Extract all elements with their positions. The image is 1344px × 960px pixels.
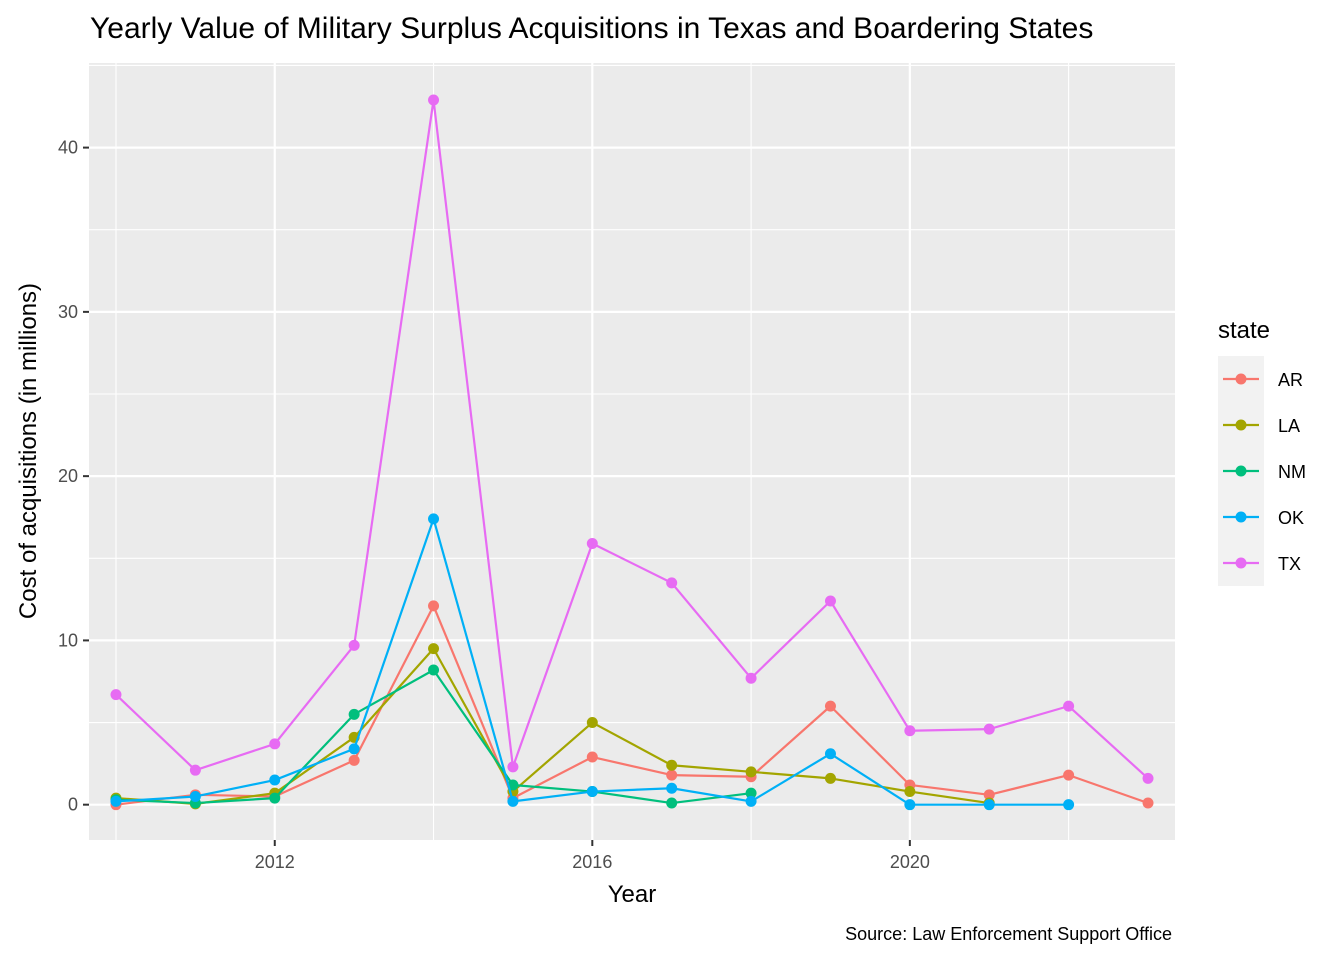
- legend-item-tx: TX: [1218, 540, 1301, 586]
- data-point-ok: [507, 795, 519, 807]
- legend-label-ok: OK: [1278, 508, 1304, 528]
- y-tick-label: 20: [58, 466, 78, 486]
- y-tick-label: 30: [58, 302, 78, 322]
- y-tick-label: 10: [58, 630, 78, 650]
- series-line-ar: [115, 604, 1149, 806]
- data-point-tx: [110, 689, 122, 701]
- data-point-la: [824, 772, 836, 784]
- y-axis-title: Cost of acquisitions (in millions): [15, 283, 42, 619]
- legend-item-nm: NM: [1218, 448, 1306, 494]
- legend-item-ar: AR: [1218, 356, 1303, 402]
- data-point-tx: [428, 94, 440, 106]
- data-point-nm: [666, 797, 678, 809]
- data-point-ar: [1063, 769, 1075, 781]
- x-tick-label: 2016: [572, 852, 612, 872]
- data-point-tx: [1063, 700, 1075, 712]
- data-point-ar: [348, 754, 360, 766]
- data-point-tx: [189, 764, 201, 776]
- data-point-nm: [428, 664, 440, 676]
- data-point-tx: [983, 723, 995, 735]
- legend-key-point: [1235, 465, 1247, 477]
- data-point-ar: [666, 769, 678, 781]
- data-point-ok: [428, 513, 440, 525]
- legend-item-la: LA: [1218, 402, 1300, 448]
- y-axis: 0 10 20 30 40: [58, 138, 89, 815]
- data-point-ar: [1142, 797, 1154, 809]
- chart-caption: Source: Law Enforcement Support Office: [845, 924, 1172, 944]
- data-point-tx: [745, 672, 757, 684]
- legend-key-point: [1235, 419, 1247, 431]
- data-point-ok: [348, 743, 360, 755]
- data-point-la: [586, 717, 598, 729]
- data-point-ar: [824, 700, 836, 712]
- data-point-tx: [586, 537, 598, 549]
- legend-key-point: [1235, 511, 1247, 523]
- legend-key-point: [1235, 557, 1247, 569]
- series-tx: [110, 94, 1154, 784]
- series-line-tx: [115, 98, 1149, 780]
- data-point-ok: [904, 799, 916, 811]
- x-axis: 2012 2016 2020: [255, 840, 930, 872]
- series-line-la: [115, 647, 990, 805]
- data-point-tx: [348, 639, 360, 651]
- data-point-la: [666, 759, 678, 771]
- legend: state AR LA NM OK TX: [1218, 317, 1306, 586]
- data-point-nm: [269, 792, 281, 804]
- x-tick-label: 2012: [255, 852, 295, 872]
- legend-key-point: [1235, 373, 1247, 385]
- data-point-tx: [507, 761, 519, 773]
- data-point-tx: [666, 577, 678, 589]
- data-point-la: [904, 786, 916, 798]
- data-point-nm: [745, 787, 757, 799]
- data-point-ok: [269, 774, 281, 786]
- grid-minor: [89, 63, 1175, 840]
- data-point-ok: [189, 790, 201, 802]
- data-point-la: [428, 643, 440, 655]
- data-point-tx: [904, 725, 916, 737]
- legend-label-ar: AR: [1278, 370, 1303, 390]
- series-layer: [110, 94, 1154, 811]
- data-point-ok: [824, 748, 836, 760]
- data-point-ok: [745, 795, 757, 807]
- data-point-la: [745, 766, 757, 778]
- data-point-nm: [348, 708, 360, 720]
- data-point-tx: [269, 738, 281, 750]
- legend-item-ok: OK: [1218, 494, 1304, 540]
- data-point-ok: [666, 782, 678, 794]
- x-tick-label: 2020: [890, 852, 930, 872]
- data-point-ok: [1063, 799, 1075, 811]
- data-point-ok: [983, 799, 995, 811]
- data-point-ar: [586, 751, 598, 763]
- data-point-ar: [983, 789, 995, 801]
- x-axis-title: Year: [608, 881, 657, 908]
- data-point-ok: [110, 795, 122, 807]
- chart-title: Yearly Value of Military Surplus Acquisi…: [90, 12, 1093, 45]
- plot-panel: [89, 63, 1175, 840]
- data-point-tx: [824, 595, 836, 607]
- legend-label-tx: TX: [1278, 554, 1301, 574]
- series-ok: [110, 513, 1075, 811]
- y-tick-label: 0: [68, 795, 78, 815]
- legend-title: state: [1218, 317, 1270, 344]
- data-point-ar: [428, 600, 440, 612]
- data-point-tx: [1142, 772, 1154, 784]
- data-point-ok: [586, 786, 598, 798]
- y-tick-label: 40: [58, 138, 78, 158]
- legend-label-nm: NM: [1278, 462, 1306, 482]
- legend-label-la: LA: [1278, 416, 1300, 436]
